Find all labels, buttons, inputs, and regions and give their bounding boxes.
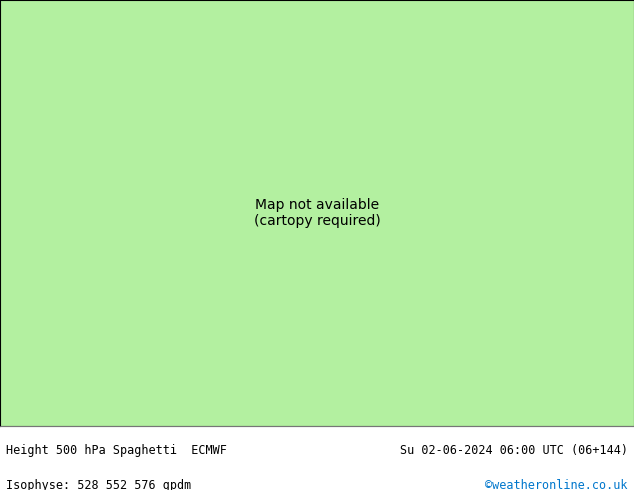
Text: ©weatheronline.co.uk: ©weatheronline.co.uk (485, 479, 628, 490)
Text: Isophyse: 528 552 576 gpdm: Isophyse: 528 552 576 gpdm (6, 479, 191, 490)
Text: Su 02-06-2024 06:00 UTC (06+144): Su 02-06-2024 06:00 UTC (06+144) (399, 444, 628, 457)
Text: Map not available
(cartopy required): Map not available (cartopy required) (254, 198, 380, 228)
Text: Height 500 hPa Spaghetti  ECMWF: Height 500 hPa Spaghetti ECMWF (6, 444, 227, 457)
